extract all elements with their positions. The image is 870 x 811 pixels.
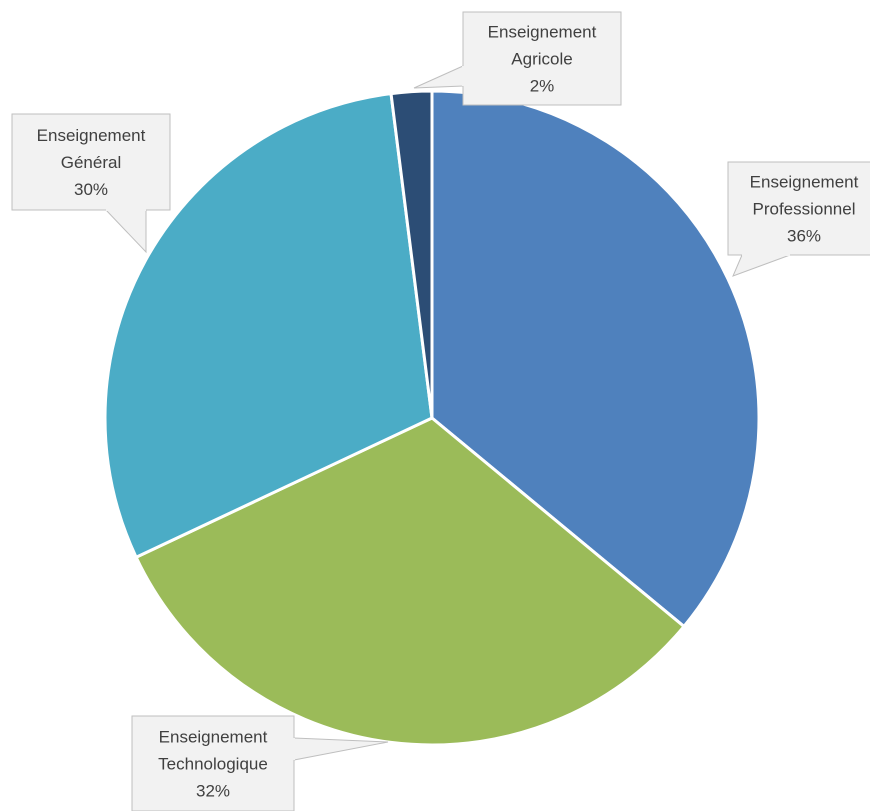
callout-pointer bbox=[732, 254, 791, 277]
pie-slice bbox=[103, 92, 434, 559]
slice-category-label: Technologique bbox=[158, 755, 268, 774]
callout-box bbox=[131, 715, 295, 811]
slice-callout: Enseignement Technologique 32% bbox=[131, 715, 389, 811]
slice-callout: Enseignement Agricole 2% bbox=[413, 11, 622, 106]
pie-slice bbox=[430, 89, 761, 628]
callout-box bbox=[11, 113, 171, 211]
slice-category-label: Enseignement bbox=[488, 23, 597, 42]
slice-category-label: Agricole bbox=[511, 50, 572, 69]
slice-callout: Enseignement Général 30% bbox=[11, 113, 171, 254]
pie-slice bbox=[134, 416, 686, 747]
callout-pointer bbox=[413, 65, 464, 89]
slice-percent-label: 30% bbox=[74, 180, 108, 199]
slice-category-label: Professionnel bbox=[752, 200, 855, 219]
slice-category-label: Enseignement bbox=[159, 728, 268, 747]
slice-callout: Enseignement Professionnel 36% bbox=[727, 161, 870, 277]
slice-callouts: EnseignementProfessionnel36%Enseignement… bbox=[11, 11, 870, 811]
slice-category-label: Enseignement bbox=[750, 173, 859, 192]
pie-slices bbox=[103, 89, 761, 747]
slice-percent-label: 32% bbox=[196, 782, 230, 801]
slice-category-label: Enseignement bbox=[37, 126, 146, 145]
callout-box bbox=[727, 161, 870, 256]
callout-pointer bbox=[293, 737, 389, 761]
slice-percent-label: 2% bbox=[530, 77, 555, 96]
callout-pointer bbox=[104, 209, 147, 254]
slice-category-label: Général bbox=[61, 153, 121, 172]
pie-slice bbox=[389, 89, 434, 420]
callout-box bbox=[462, 11, 622, 106]
slice-percent-label: 36% bbox=[787, 227, 821, 246]
